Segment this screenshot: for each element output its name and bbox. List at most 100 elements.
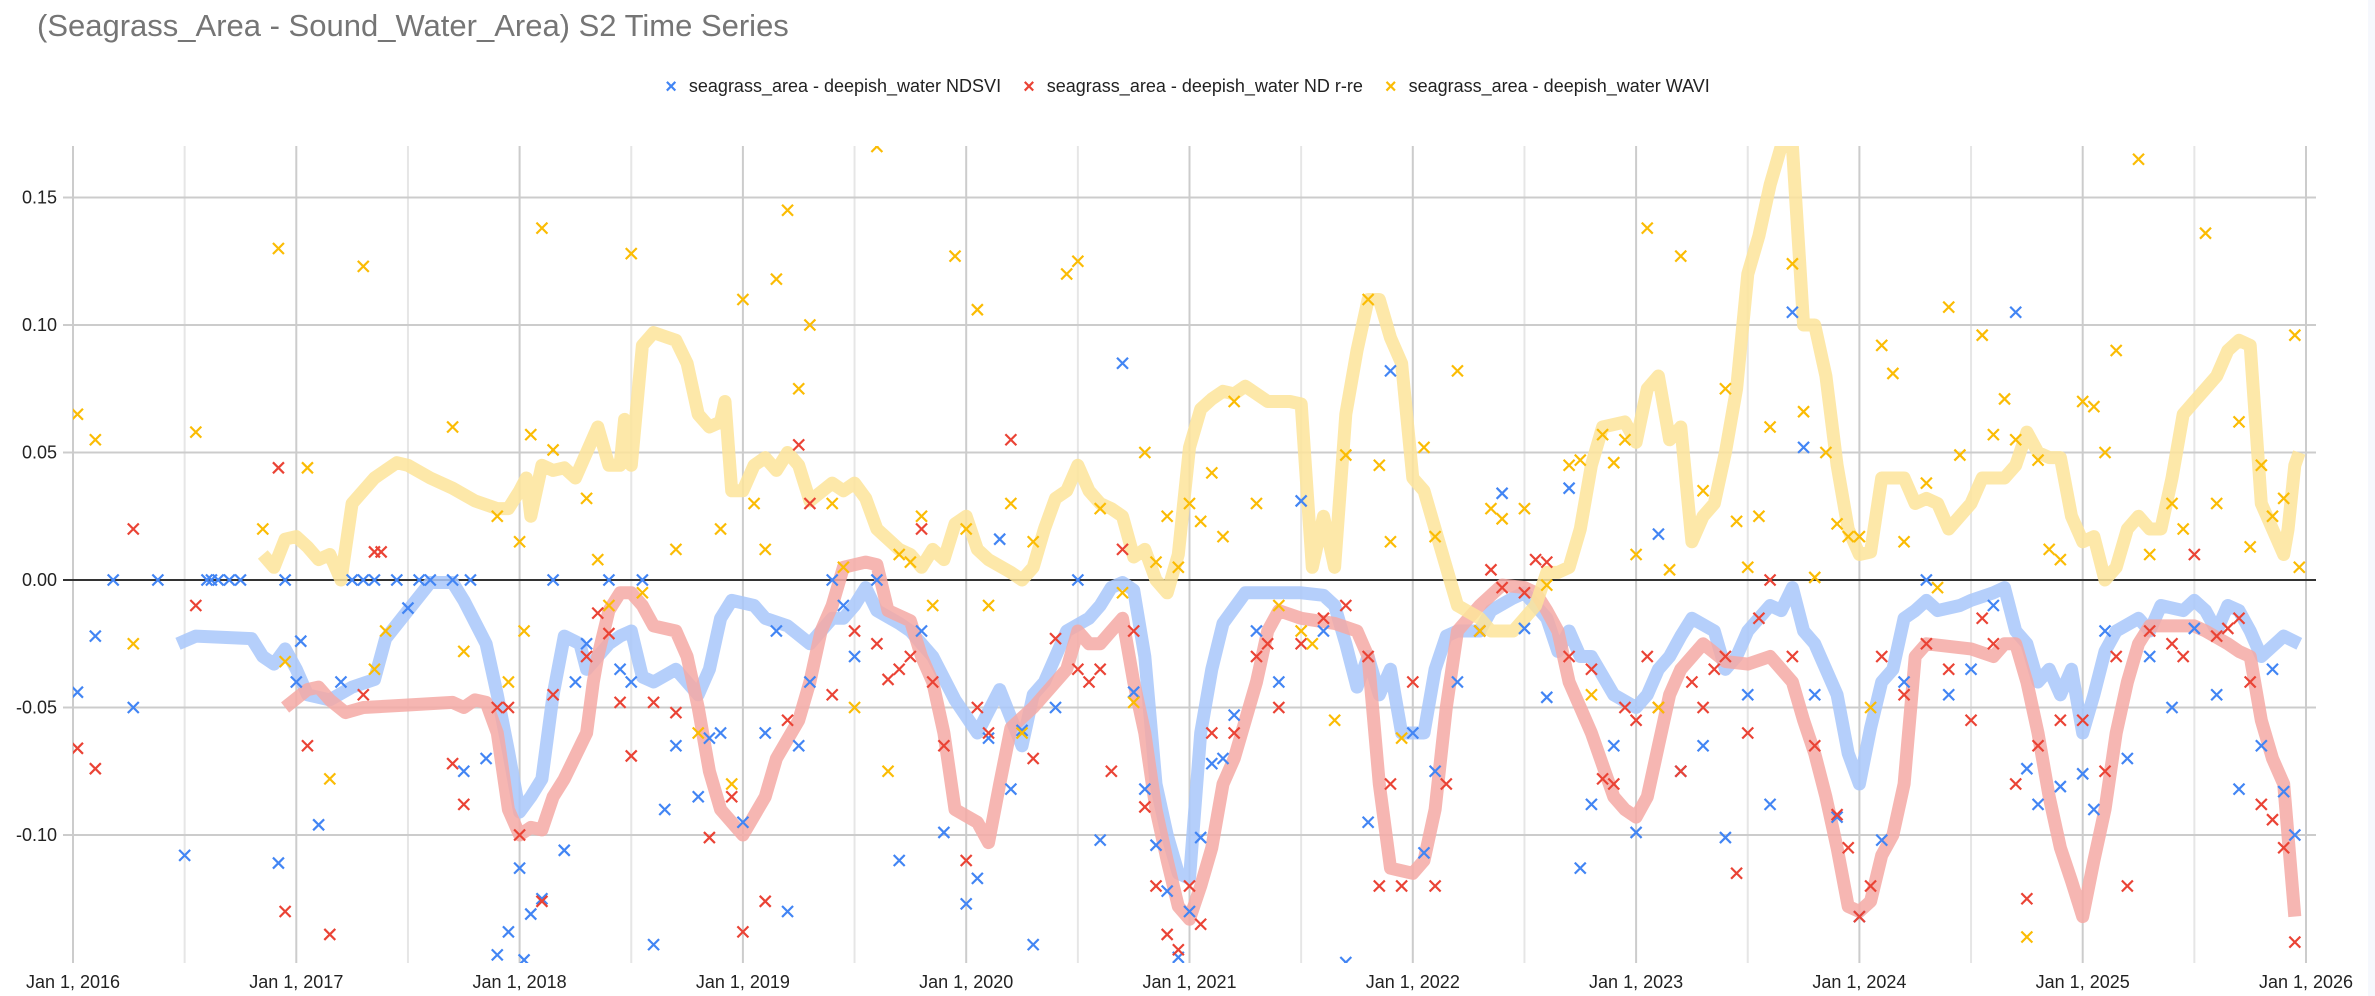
data-point-series-0[interactable] <box>127 701 140 714</box>
data-point-series-0[interactable] <box>513 861 526 875</box>
data-point-series-0[interactable] <box>892 854 906 867</box>
data-point-series-2[interactable] <box>1841 530 1855 543</box>
data-point-series-2[interactable] <box>524 428 538 441</box>
data-point-series-2[interactable] <box>624 247 638 260</box>
data-point-series-2[interactable] <box>2132 152 2145 166</box>
data-point-series-1[interactable] <box>1004 433 1018 447</box>
data-point-series-2[interactable] <box>1786 257 1799 271</box>
data-point-series-2[interactable] <box>1484 502 1498 515</box>
data-point-series-1[interactable] <box>1730 866 1743 880</box>
data-point-series-1[interactable] <box>725 790 739 804</box>
data-point-series-2[interactable] <box>948 249 962 263</box>
data-point-series-1[interactable] <box>971 701 984 714</box>
data-point-series-0[interactable] <box>613 662 627 676</box>
data-point-series-1[interactable] <box>535 895 549 908</box>
data-point-series-1[interactable] <box>1741 726 1755 740</box>
data-point-series-0[interactable] <box>781 905 794 918</box>
data-point-series-1[interactable] <box>1093 662 1107 676</box>
data-point-series-0[interactable] <box>1272 675 1286 689</box>
data-point-series-2[interactable] <box>781 203 794 217</box>
data-point-series-0[interactable] <box>368 573 381 587</box>
data-point-series-1[interactable] <box>647 696 660 709</box>
data-point-series-0[interactable] <box>1540 691 1554 704</box>
data-point-series-1[interactable] <box>1384 777 1397 791</box>
data-point-series-2[interactable] <box>736 293 750 306</box>
data-point-series-0[interactable] <box>89 629 102 643</box>
data-point-series-0[interactable] <box>1406 726 1420 740</box>
data-point-series-0[interactable] <box>278 573 292 587</box>
data-point-series-1[interactable] <box>457 798 471 811</box>
data-point-series-0[interactable] <box>825 573 839 587</box>
data-point-series-0[interactable] <box>464 573 477 587</box>
data-point-series-2[interactable] <box>1562 458 1576 472</box>
data-point-series-1[interactable] <box>1841 841 1855 855</box>
data-point-series-0[interactable] <box>1786 305 1799 319</box>
data-point-series-2[interactable] <box>2143 548 2156 561</box>
legend-item-wavi[interactable]: × seagrass_area - deepish_water WAVI <box>1385 76 1710 97</box>
data-point-series-1[interactable] <box>1026 752 1040 765</box>
data-point-series-2[interactable] <box>2210 497 2223 510</box>
data-point-series-1[interactable] <box>892 662 906 676</box>
data-point-series-2[interactable] <box>1652 701 1665 714</box>
data-point-series-2[interactable] <box>1373 458 1386 472</box>
data-point-series-1[interactable] <box>848 624 861 638</box>
data-point-series-0[interactable] <box>294 634 308 648</box>
data-point-series-0[interactable] <box>2009 305 2022 319</box>
data-point-series-1[interactable] <box>1317 611 1330 625</box>
data-point-series-1[interactable] <box>1830 808 1844 821</box>
data-point-series-2[interactable] <box>379 624 392 638</box>
data-point-series-0[interactable] <box>424 573 437 587</box>
data-point-series-0[interactable] <box>1964 662 1978 676</box>
data-point-series-2[interactable] <box>669 543 683 556</box>
data-point-series-2[interactable] <box>2266 509 2279 523</box>
data-point-series-1[interactable] <box>1596 772 1609 786</box>
data-point-series-1[interactable] <box>189 599 203 612</box>
data-point-series-2[interactable] <box>1015 726 1029 740</box>
data-point-series-2[interactable] <box>2031 453 2045 467</box>
data-point-series-2[interactable] <box>301 461 314 475</box>
data-point-series-2[interactable] <box>591 553 605 566</box>
data-point-series-2[interactable] <box>256 522 270 536</box>
data-point-series-1[interactable] <box>2288 935 2302 949</box>
data-point-series-1[interactable] <box>546 688 560 702</box>
data-point-series-2[interactable] <box>502 675 515 689</box>
data-point-series-1[interactable] <box>1183 879 1196 893</box>
data-point-series-0[interactable] <box>178 849 191 862</box>
data-point-series-2[interactable] <box>1663 563 1676 577</box>
data-point-series-0[interactable] <box>1216 752 1230 765</box>
data-point-series-0[interactable] <box>2277 785 2290 798</box>
data-point-series-0[interactable] <box>1629 826 1643 839</box>
data-point-series-1[interactable] <box>2255 798 2268 811</box>
data-point-series-2[interactable] <box>546 443 560 457</box>
data-point-series-1[interactable] <box>1808 739 1822 753</box>
data-point-series-2[interactable] <box>1417 441 1431 454</box>
data-point-series-2[interactable] <box>2255 458 2268 472</box>
data-point-series-0[interactable] <box>736 815 750 829</box>
data-point-series-2[interactable] <box>1808 571 1822 584</box>
data-point-series-2[interactable] <box>1942 300 1955 314</box>
data-point-series-0[interactable] <box>1384 364 1397 378</box>
data-point-series-2[interactable] <box>457 645 471 658</box>
data-point-series-2[interactable] <box>1395 731 1408 745</box>
data-point-series-1[interactable] <box>2221 622 2235 635</box>
data-point-series-0[interactable] <box>357 573 370 587</box>
data-point-series-1[interactable] <box>502 701 515 714</box>
data-point-series-1[interactable] <box>1227 726 1241 740</box>
data-point-series-2[interactable] <box>1361 293 1375 306</box>
data-point-series-2[interactable] <box>535 221 549 235</box>
legend-item-nd-r-re[interactable]: × seagrass_area - deepish_water ND r-re <box>1023 76 1363 97</box>
data-point-series-1[interactable] <box>1964 713 1978 727</box>
data-point-series-2[interactable] <box>1640 221 1654 235</box>
data-point-series-0[interactable] <box>971 872 984 885</box>
data-point-series-2[interactable] <box>490 509 504 523</box>
data-point-series-2[interactable] <box>1853 530 1866 543</box>
data-point-series-0[interactable] <box>1093 833 1107 847</box>
data-point-series-1[interactable] <box>1071 662 1085 676</box>
data-point-series-1[interactable] <box>323 928 337 941</box>
data-point-series-2[interactable] <box>2054 553 2067 566</box>
data-point-series-1[interactable] <box>1640 650 1654 663</box>
data-point-series-1[interactable] <box>1562 650 1576 663</box>
data-point-series-0[interactable] <box>647 938 660 951</box>
data-point-series-0[interactable] <box>334 675 348 689</box>
data-point-series-0[interactable] <box>72 685 84 699</box>
